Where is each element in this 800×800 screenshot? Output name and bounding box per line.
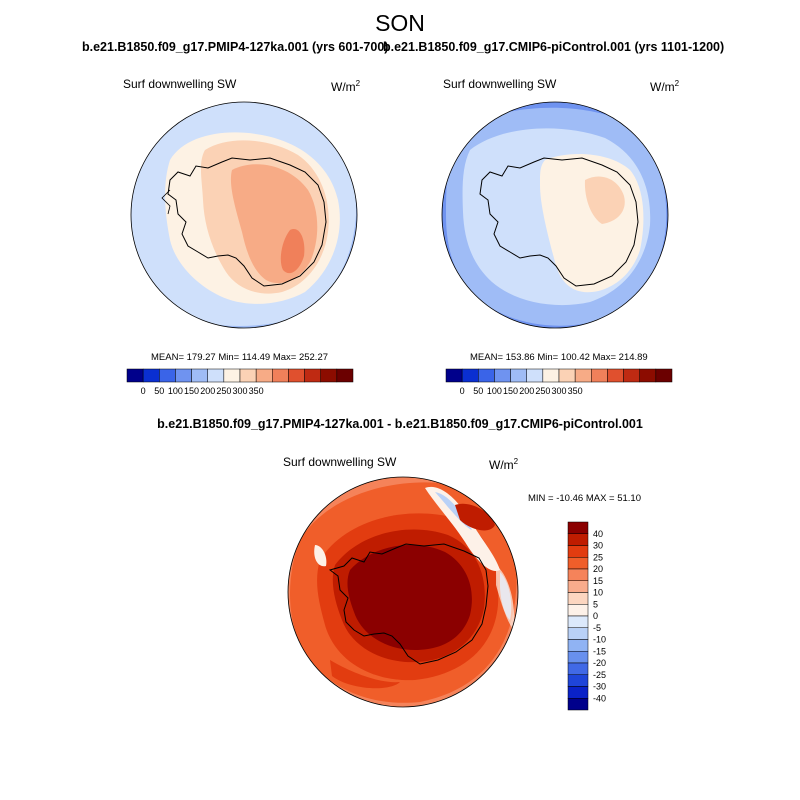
stats-left: MEAN= 179.27 Min= 114.49 Max= 252.27 bbox=[151, 352, 329, 363]
colorbar-swatch bbox=[655, 368, 673, 383]
colorbar-swatch bbox=[159, 368, 176, 383]
colorbar-tick-label: -30 bbox=[593, 682, 606, 692]
colorbar-tick-label: -5 bbox=[593, 623, 601, 633]
colorbar-swatch bbox=[207, 368, 225, 383]
colorbar-swatch bbox=[567, 545, 589, 558]
colorbar-swatch bbox=[142, 368, 160, 383]
colorbar-swatch bbox=[567, 674, 589, 687]
colorbar-tick-label: 20 bbox=[593, 564, 603, 574]
colorbar-swatch bbox=[567, 557, 589, 570]
colorbar-swatch bbox=[255, 368, 273, 383]
variable-label-right: Surf downwelling SW bbox=[443, 77, 557, 91]
colorbar-tick-label: 150 bbox=[503, 386, 518, 396]
colorbar-swatch bbox=[558, 368, 576, 383]
colorbar-tick-label: 0 bbox=[593, 611, 598, 621]
units-label-left: W/m2 bbox=[331, 79, 361, 94]
stats-right: MEAN= 153.86 Min= 100.42 Max= 214.89 bbox=[470, 352, 648, 363]
colorbar-swatch bbox=[567, 568, 589, 581]
panel-title-left: b.e21.B1850.f09_g17.PMIP4-127ka.001 (yrs… bbox=[82, 40, 389, 54]
colorbar-swatch bbox=[526, 368, 544, 383]
colorbar-swatch bbox=[591, 368, 608, 383]
colorbar-swatch bbox=[494, 368, 511, 383]
colorbar-tick-label: 300 bbox=[551, 386, 566, 396]
colorbar-tick-label: -40 bbox=[593, 693, 606, 703]
colorbar-tick-label: 0 bbox=[460, 386, 465, 396]
colorbar-tick-label: 350 bbox=[568, 386, 583, 396]
colorbar-swatch bbox=[223, 368, 241, 383]
colorbar-swatch bbox=[542, 368, 560, 383]
variable-label-diff: Surf downwelling SW bbox=[283, 455, 397, 469]
colorbar-tick-label: 40 bbox=[593, 529, 603, 539]
colorbar-tick-label: 25 bbox=[593, 552, 603, 562]
map-right bbox=[441, 101, 669, 329]
colorbar-left: 0 50 100 150 200 250 300 350 bbox=[126, 368, 354, 396]
colorbar-swatch bbox=[567, 592, 589, 605]
colorbar-tick-label: 100 bbox=[168, 386, 183, 396]
colorbar-swatch bbox=[510, 368, 527, 383]
colorbar-swatch bbox=[478, 368, 495, 383]
colorbar-swatch bbox=[607, 368, 624, 383]
colorbar-swatch bbox=[623, 368, 640, 383]
colorbar-tick-label: 100 bbox=[487, 386, 502, 396]
colorbar-right: 0 50 100 150 200 250 300 350 bbox=[445, 368, 673, 396]
colorbar-tick-label: 250 bbox=[535, 386, 550, 396]
colorbar-swatch bbox=[336, 368, 354, 383]
map-difference bbox=[287, 476, 519, 708]
colorbar-swatch bbox=[239, 368, 257, 383]
colorbar-swatch bbox=[567, 662, 589, 675]
difference-title: b.e21.B1850.f09_g17.PMIP4-127ka.001 - b.… bbox=[157, 417, 643, 431]
colorbar-tick-label: 15 bbox=[593, 576, 603, 586]
colorbar-swatch bbox=[639, 368, 657, 383]
colorbar-swatch bbox=[304, 368, 321, 383]
colorbar-tick-label: -20 bbox=[593, 658, 606, 668]
colorbar-tick-label: 300 bbox=[232, 386, 247, 396]
colorbar-swatch bbox=[175, 368, 192, 383]
colorbar-swatch bbox=[288, 368, 305, 383]
colorbar-tick-label: 50 bbox=[154, 386, 164, 396]
colorbar-swatch bbox=[567, 580, 589, 593]
variable-label-left: Surf downwelling SW bbox=[123, 77, 237, 91]
colorbar-swatch bbox=[567, 627, 589, 640]
colorbar-swatch bbox=[567, 521, 589, 534]
colorbar-swatch bbox=[567, 533, 589, 546]
colorbar-tick-label: 5 bbox=[593, 599, 598, 609]
colorbar-tick-label: -15 bbox=[593, 646, 606, 656]
colorbar-swatch bbox=[126, 368, 144, 383]
colorbar-swatch bbox=[567, 639, 589, 652]
colorbar-tick-label: 200 bbox=[200, 386, 215, 396]
units-label-diff: W/m2 bbox=[489, 457, 519, 472]
colorbar-swatch bbox=[272, 368, 289, 383]
diff-min-max: MIN = -10.46 MAX = 51.10 bbox=[528, 493, 642, 504]
colorbar-tick-label: 0 bbox=[141, 386, 146, 396]
colorbar-tick-label: -25 bbox=[593, 670, 606, 680]
colorbar-tick-label: 350 bbox=[249, 386, 264, 396]
colorbar-swatch bbox=[320, 368, 338, 383]
colorbar-tick-label: 10 bbox=[593, 588, 603, 598]
colorbar-swatch bbox=[567, 604, 589, 617]
colorbar-swatch bbox=[567, 686, 589, 699]
colorbar-tick-label: 50 bbox=[473, 386, 483, 396]
colorbar-swatch bbox=[574, 368, 592, 383]
colorbar-swatch bbox=[191, 368, 208, 383]
colorbar-tick-label: 200 bbox=[519, 386, 534, 396]
colorbar-tick-label: 250 bbox=[216, 386, 231, 396]
figure-title: SON bbox=[375, 10, 425, 36]
colorbar-swatch bbox=[567, 615, 589, 628]
colorbar-tick-label: 30 bbox=[593, 541, 603, 551]
colorbar-tick-label: -10 bbox=[593, 635, 606, 645]
colorbar-swatch bbox=[445, 368, 463, 383]
panel-title-right: b.e21.B1850.f09_g17.CMIP6-piControl.001 … bbox=[383, 40, 725, 54]
map-left bbox=[130, 101, 358, 329]
colorbar-swatch bbox=[567, 651, 589, 664]
colorbar-swatch bbox=[567, 698, 589, 711]
colorbar-tick-label: 150 bbox=[184, 386, 199, 396]
units-label-right: W/m2 bbox=[650, 79, 680, 94]
colorbar-swatch bbox=[461, 368, 479, 383]
